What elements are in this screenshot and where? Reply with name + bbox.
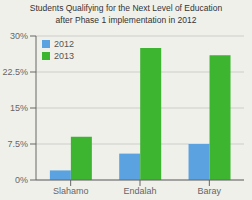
svg-text:Slahamo: Slahamo bbox=[53, 186, 89, 196]
svg-text:30%: 30% bbox=[10, 31, 28, 41]
svg-text:0%: 0% bbox=[15, 175, 28, 185]
svg-text:22.5%: 22.5% bbox=[8, 67, 28, 77]
html-text:2013: 2013 bbox=[54, 51, 74, 61]
html-text:2012: 2012 bbox=[54, 39, 74, 49]
html-text:Students Qualifying for the Ne: Students Qualifying for the Next Level o… bbox=[29, 3, 223, 13]
svg-text:15%: 15% bbox=[10, 103, 28, 113]
svg-text:Endalah: Endalah bbox=[123, 186, 156, 196]
svg-text:7.5%: 7.5% bbox=[8, 139, 28, 149]
html-text:after Phase 1 implementation i: after Phase 1 implementation in 2012 bbox=[55, 15, 197, 25]
svg-text:Baray: Baray bbox=[198, 186, 222, 196]
